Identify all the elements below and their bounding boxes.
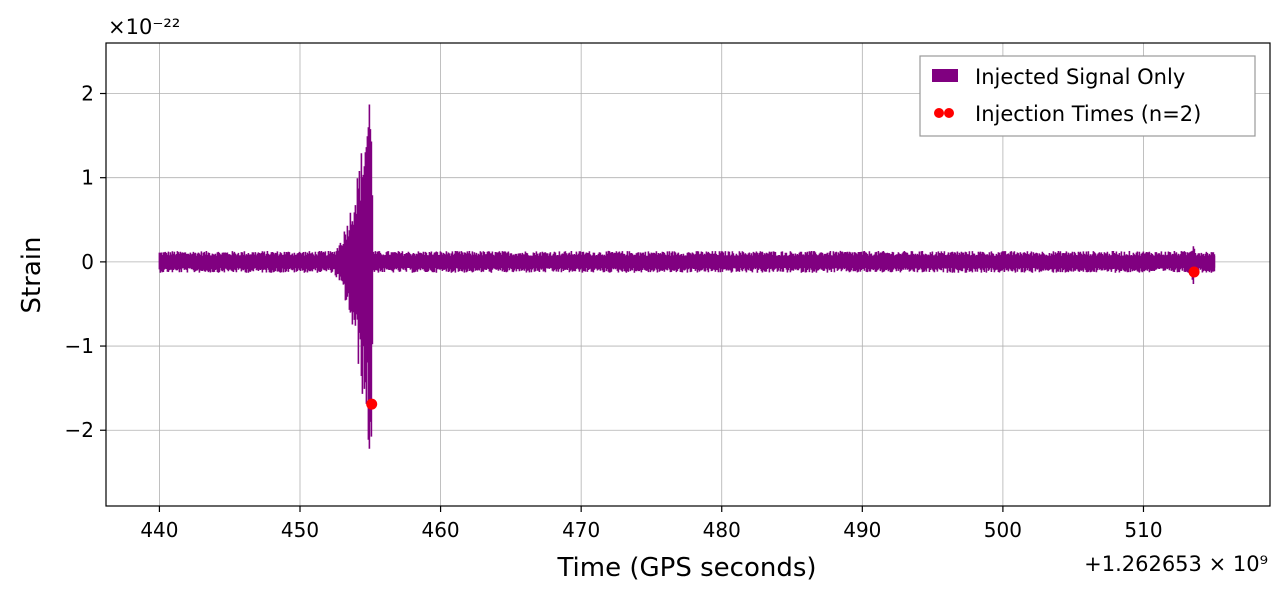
injection-time-marker — [1188, 266, 1200, 278]
x-tick-label: 440 — [140, 518, 178, 542]
injection-time-marker — [366, 398, 378, 410]
legend-swatch-injected-signal — [932, 69, 958, 82]
legend-marker-injection-times — [934, 108, 944, 118]
series-area — [158, 104, 1216, 449]
plot-frame — [105, 42, 1271, 507]
x-tick-label: 500 — [984, 518, 1022, 542]
x-tick-label: 450 — [281, 518, 319, 542]
legend-label-injection-times: Injection Times (n=2) — [975, 102, 1201, 126]
x-tick-label: 460 — [421, 518, 459, 542]
y-axis-label: Strain — [17, 236, 47, 313]
x-tick-label: 470 — [562, 518, 600, 542]
x-tick-label: 480 — [703, 518, 741, 542]
x-tick-label: 490 — [843, 518, 881, 542]
injected-signal-core — [159, 255, 1216, 268]
axis-ticks: 440 450 460 470 480 490 500 510 −2 −1 0 1 2 — [65, 82, 1163, 542]
y-tick-label: 1 — [81, 166, 94, 190]
y-scale-label: ×10⁻²² — [108, 15, 180, 39]
x-offset-label: +1.262653 × 10⁹ — [1084, 552, 1268, 576]
legend: Injected Signal Only Injection Times (n=… — [919, 55, 1256, 137]
legend-box — [919, 55, 1256, 137]
y-tick-label: −1 — [65, 334, 94, 358]
x-tick-label: 510 — [1124, 518, 1162, 542]
injected-signal-trace — [158, 104, 1216, 449]
legend-label-injected-signal: Injected Signal Only — [975, 65, 1185, 89]
y-tick-label: 2 — [81, 82, 94, 106]
legend-marker-injection-times — [944, 108, 954, 118]
y-tick-label: −2 — [65, 418, 94, 442]
y-tick-label: 0 — [81, 250, 94, 274]
x-axis-label: Time (GPS seconds) — [556, 553, 816, 583]
